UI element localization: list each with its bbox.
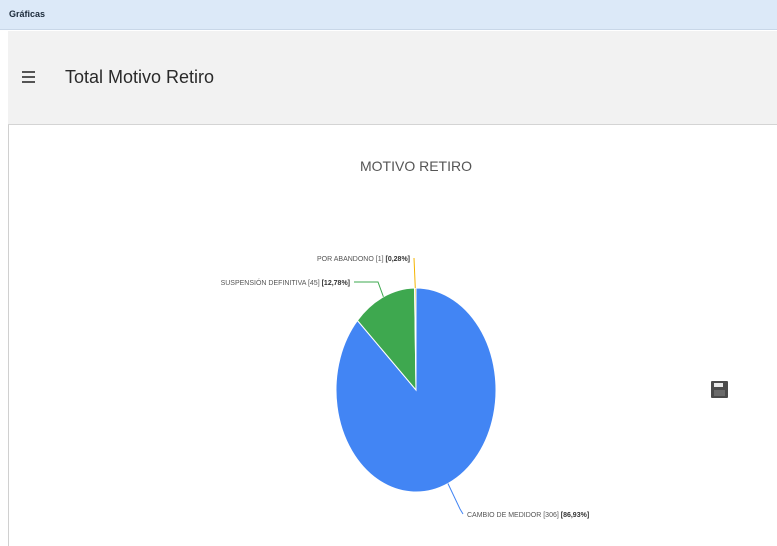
- slice-label: CAMBIO DE MEDIDOR [306] [86,93%]: [467, 512, 589, 519]
- leader-line: [447, 483, 464, 515]
- slice-label: SUSPENSIÓN DEFINITIVA [45] [12,78%]: [221, 278, 350, 287]
- window-titlebar: Gráficas: [0, 0, 777, 30]
- slice-label-percent: [12,78%]: [322, 280, 350, 287]
- leader-line: [354, 281, 384, 298]
- slice-label-name: POR ABANDONO [1]: [317, 256, 385, 263]
- pie-slice[interactable]: [335, 287, 497, 493]
- slice-label: POR ABANDONO [1] [0,28%]: [317, 256, 410, 263]
- slice-label-name: CAMBIO DE MEDIDOR [306]: [467, 512, 561, 519]
- pie-slices: [335, 287, 497, 493]
- chart-title: MOTIVO RETIRO: [360, 158, 472, 174]
- pie-chart: MOTIVO RETIRO CAMBIO DE MEDIDOR [306] [8…: [221, 158, 590, 519]
- pie-labels: CAMBIO DE MEDIDOR [306] [86,93%] SUSPENSI…: [221, 256, 590, 519]
- slice-label-percent: [0,28%]: [385, 256, 410, 263]
- window-title: Gráficas: [9, 9, 46, 19]
- app-header: Total Motivo Retiro: [8, 31, 777, 125]
- slice-label-percent: [86,93%]: [561, 512, 589, 519]
- page-title: Total Motivo Retiro: [65, 67, 215, 87]
- hamburger-menu-icon[interactable]: [22, 69, 38, 83]
- slice-label-name: SUSPENSIÓN DEFINITIVA [45]: [221, 278, 322, 287]
- save-icon[interactable]: [711, 381, 728, 398]
- leader-line: [413, 257, 416, 289]
